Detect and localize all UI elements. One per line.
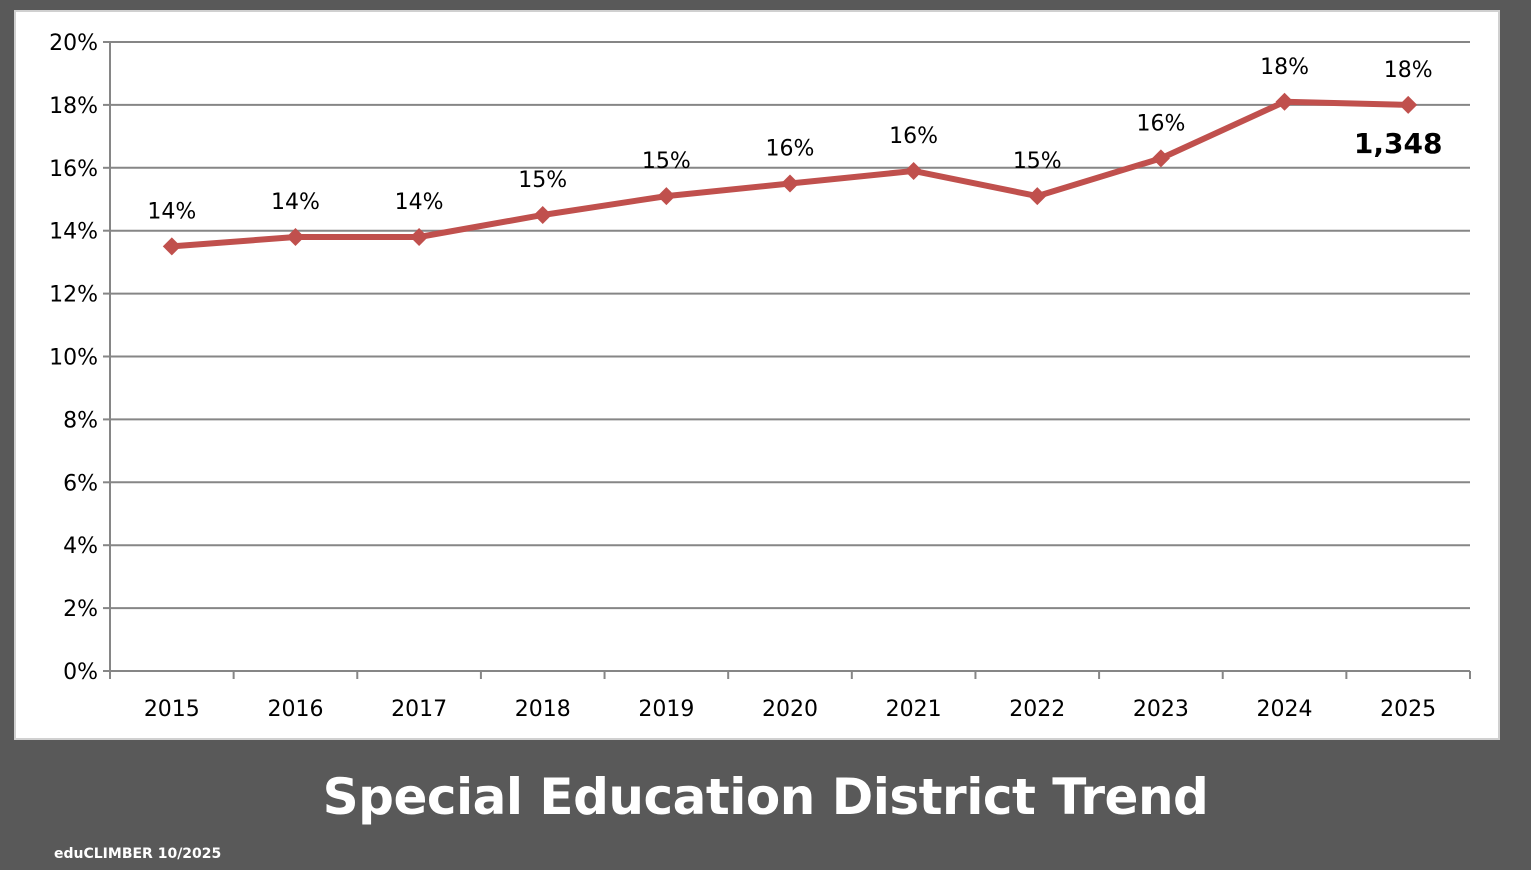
x-tick-label: 2016 bbox=[267, 697, 323, 722]
data-point-marker bbox=[1399, 95, 1418, 114]
data-point-marker bbox=[1275, 92, 1294, 111]
x-tick-label: 2025 bbox=[1380, 697, 1436, 722]
annotation-label: 1,348 bbox=[1354, 127, 1443, 160]
y-tick-label: 10% bbox=[49, 346, 98, 371]
x-tick-label: 2024 bbox=[1257, 697, 1313, 722]
x-tick-label: 2019 bbox=[638, 697, 694, 722]
series-line bbox=[168, 98, 1412, 250]
y-tick-label: 0% bbox=[63, 660, 98, 685]
y-tick-label: 16% bbox=[49, 157, 98, 182]
x-tick-label: 2017 bbox=[391, 697, 447, 722]
y-tick-label: 4% bbox=[63, 534, 98, 559]
y-tick-label: 6% bbox=[63, 471, 98, 496]
data-point-marker bbox=[657, 187, 676, 206]
data-label: 18% bbox=[1260, 55, 1309, 80]
y-tick-label: 2% bbox=[63, 597, 98, 622]
x-tick-label: 2018 bbox=[515, 697, 571, 722]
footer-credit: eduCLIMBER 10/2025 bbox=[54, 846, 222, 862]
data-point-marker bbox=[1028, 187, 1047, 206]
x-tick-label: 2021 bbox=[886, 697, 942, 722]
data-label: 14% bbox=[271, 190, 320, 215]
data-point-marker bbox=[533, 205, 552, 224]
y-tick-label: 20% bbox=[49, 31, 98, 56]
y-tick-label: 8% bbox=[63, 408, 98, 433]
x-tick-label: 2015 bbox=[144, 697, 200, 722]
data-label: 14% bbox=[147, 199, 196, 224]
data-label: 15% bbox=[518, 168, 567, 193]
data-point-marker bbox=[1151, 149, 1170, 168]
data-label: 15% bbox=[1013, 149, 1062, 174]
y-tick-label: 18% bbox=[49, 94, 98, 119]
data-label: 16% bbox=[766, 137, 815, 162]
x-tick-label: 2020 bbox=[762, 697, 818, 722]
data-label: 18% bbox=[1384, 58, 1433, 83]
data-point-marker bbox=[286, 227, 305, 246]
x-tick-label: 2022 bbox=[1009, 697, 1065, 722]
chart-panel: 0% 2% 4% 6% 8% 10% 12% 14% 16% 18% 20% 2015 2016 2017… bbox=[14, 10, 1500, 740]
data-label: 16% bbox=[1136, 111, 1185, 136]
page-title: Special Education District Trend bbox=[322, 768, 1209, 826]
y-tick-label: 12% bbox=[49, 283, 98, 308]
y-tick-label: 14% bbox=[49, 220, 98, 245]
data-label: 15% bbox=[642, 149, 691, 174]
data-label: 16% bbox=[889, 124, 938, 149]
data-point-marker bbox=[781, 174, 799, 193]
data-point-marker bbox=[904, 161, 923, 180]
data-point-marker bbox=[162, 237, 181, 256]
data-label: 14% bbox=[395, 190, 444, 215]
line-chart: 0% 2% 4% 6% 8% 10% 12% 14% 16% 18% 20% 2015 2016 2017… bbox=[49, 31, 1471, 722]
x-tick-label: 2023 bbox=[1133, 697, 1189, 722]
data-point-marker bbox=[410, 227, 429, 246]
